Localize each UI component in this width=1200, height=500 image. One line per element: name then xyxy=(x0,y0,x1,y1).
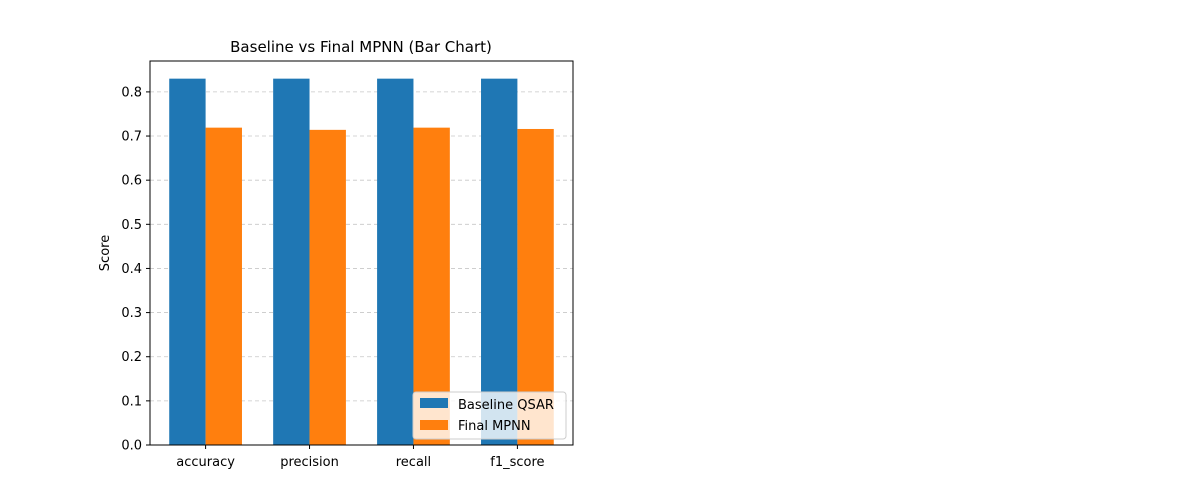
axes-frame xyxy=(149,60,574,446)
legend: Baseline QSAR Final MPNN xyxy=(412,391,567,440)
bar-baseline-qsar-precision xyxy=(273,78,310,445)
x-tick-label: recall xyxy=(396,455,431,470)
x-axis-ticks: accuracy precision recall f1_score xyxy=(176,445,545,470)
y-tick-label: 0.3 xyxy=(121,306,142,321)
y-tick-label: 0.5 xyxy=(121,218,142,233)
y-tick-label: 0.2 xyxy=(121,350,142,365)
y-axis-label: Score xyxy=(98,235,113,271)
legend-label-final-mpnn: Final MPNN xyxy=(458,419,531,434)
legend-label-baseline-qsar: Baseline QSAR xyxy=(458,398,554,413)
bar-baseline-qsar-recall xyxy=(377,78,414,445)
bar-final-mpnn-accuracy xyxy=(205,127,242,445)
y-tick-label: 0.6 xyxy=(121,174,142,189)
x-tick-label: f1_score xyxy=(490,455,544,470)
bar-baseline-qsar-f1-score xyxy=(481,78,518,445)
x-tick-label: precision xyxy=(280,455,339,470)
y-axis-ticks: 0.0 0.1 0.2 0.3 0.4 0.5 0.6 0.7 0.8 xyxy=(121,85,150,454)
bar-baseline-qsar-accuracy xyxy=(169,78,206,445)
y-tick-label: 0.8 xyxy=(121,85,142,100)
legend-swatch-baseline-qsar xyxy=(420,398,448,408)
y-tick-label: 0.4 xyxy=(121,262,142,277)
legend-box xyxy=(412,391,567,440)
bar-final-mpnn-precision xyxy=(309,129,346,446)
y-tick-label: 0.1 xyxy=(121,394,142,409)
legend-swatch-final-mpnn xyxy=(420,420,448,430)
y-tick-label: 0.7 xyxy=(121,130,142,145)
chart-title: Baseline vs Final MPNN (Bar Chart) xyxy=(230,38,492,56)
y-tick-label: 0.0 xyxy=(121,439,142,454)
x-tick-label: accuracy xyxy=(176,455,235,470)
